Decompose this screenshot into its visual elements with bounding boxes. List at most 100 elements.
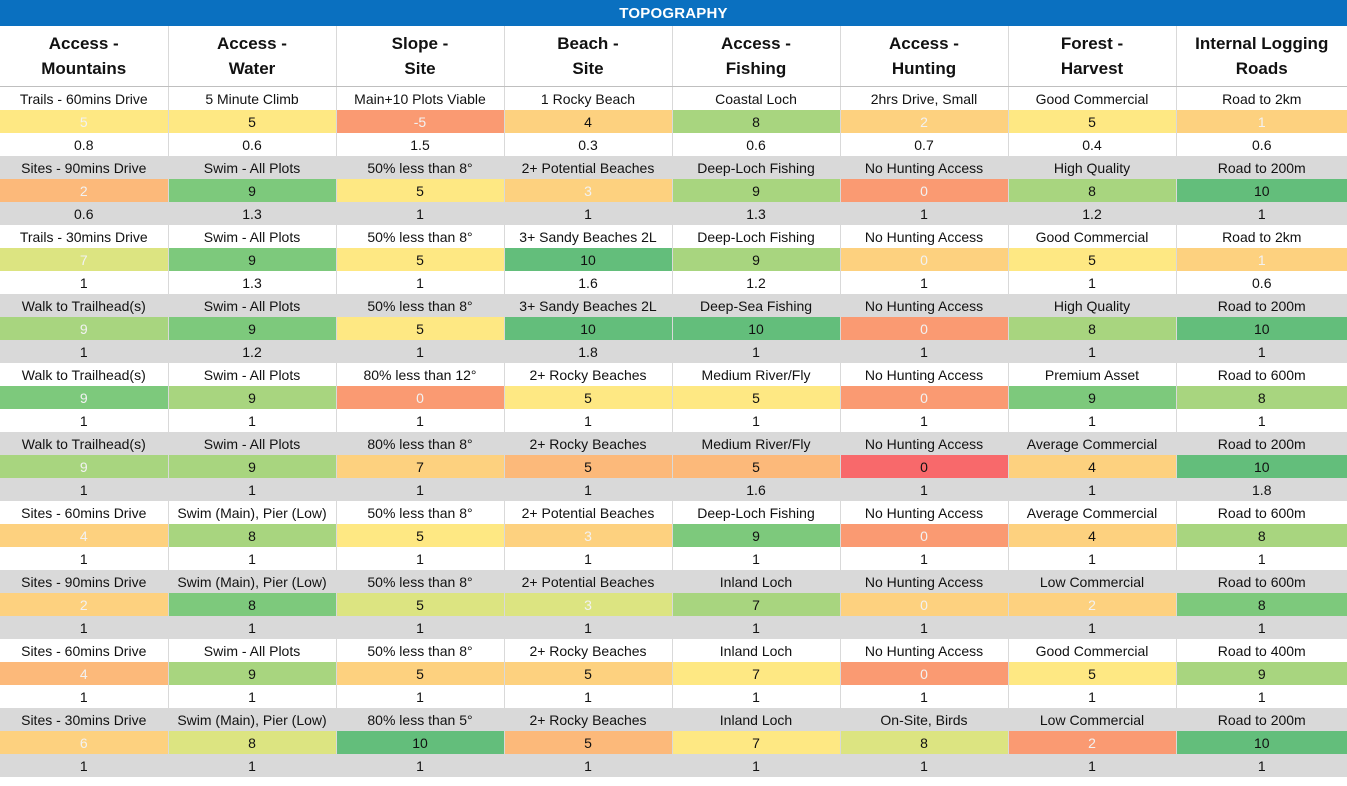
description-cell[interactable]: 2+ Potential Beaches — [503, 156, 672, 179]
multiplier-cell[interactable]: 1 — [1007, 340, 1176, 363]
score-cell[interactable]: 8 — [167, 524, 336, 547]
score-cell[interactable]: 4 — [0, 524, 168, 547]
score-cell[interactable]: 4 — [1007, 455, 1176, 478]
description-cell[interactable]: Swim - All Plots — [167, 639, 336, 662]
description-cell[interactable]: Good Commercial — [1007, 639, 1176, 662]
description-cell[interactable]: 5 Minute Climb — [167, 86, 336, 110]
multiplier-cell[interactable]: 1 — [335, 547, 504, 570]
multiplier-cell[interactable]: 1 — [1175, 340, 1347, 363]
score-cell[interactable]: 10 — [503, 317, 672, 340]
multiplier-cell[interactable]: 0.4 — [1007, 133, 1176, 156]
score-cell[interactable]: 1 — [1175, 248, 1347, 271]
multiplier-cell[interactable]: 1.8 — [1175, 478, 1347, 501]
multiplier-cell[interactable]: 1 — [839, 202, 1008, 225]
description-cell[interactable]: 2+ Rocky Beaches — [503, 432, 672, 455]
description-cell[interactable]: Sites - 60mins Drive — [0, 501, 168, 524]
description-cell[interactable]: 80% less than 5° — [335, 708, 504, 731]
multiplier-cell[interactable]: 1 — [503, 202, 672, 225]
description-cell[interactable]: Sites - 90mins Drive — [0, 156, 168, 179]
score-cell[interactable]: 8 — [167, 593, 336, 616]
description-cell[interactable]: Low Commercial — [1007, 570, 1176, 593]
score-cell[interactable]: 5 — [335, 524, 504, 547]
score-cell[interactable]: 10 — [1175, 731, 1347, 754]
description-cell[interactable]: Swim - All Plots — [167, 363, 336, 386]
multiplier-cell[interactable]: 1 — [503, 409, 672, 432]
score-cell[interactable]: 4 — [503, 110, 672, 133]
description-cell[interactable]: Good Commercial — [1007, 86, 1176, 110]
multiplier-cell[interactable]: 0.6 — [671, 133, 840, 156]
score-cell[interactable]: 5 — [335, 317, 504, 340]
score-cell[interactable]: 9 — [167, 662, 336, 685]
description-cell[interactable]: Road to 2km — [1175, 225, 1347, 248]
multiplier-cell[interactable]: 1 — [335, 754, 504, 777]
multiplier-cell[interactable]: 0.7 — [839, 133, 1008, 156]
multiplier-cell[interactable]: 1 — [1175, 616, 1347, 639]
multiplier-cell[interactable]: 1 — [503, 754, 672, 777]
multiplier-cell[interactable]: 0.6 — [1175, 271, 1347, 294]
description-cell[interactable]: Road to 200m — [1175, 294, 1347, 317]
multiplier-cell[interactable]: 1.8 — [503, 340, 672, 363]
multiplier-cell[interactable]: 1 — [1007, 547, 1176, 570]
score-cell[interactable]: 8 — [671, 110, 840, 133]
description-cell[interactable]: Main+10 Plots Viable — [335, 86, 504, 110]
score-cell[interactable]: 5 — [335, 662, 504, 685]
multiplier-cell[interactable]: 1.3 — [167, 271, 336, 294]
score-cell[interactable]: 9 — [1007, 386, 1176, 409]
description-cell[interactable]: Good Commercial — [1007, 225, 1176, 248]
score-cell[interactable]: 2 — [0, 593, 168, 616]
description-cell[interactable]: No Hunting Access — [839, 363, 1008, 386]
description-cell[interactable]: Low Commercial — [1007, 708, 1176, 731]
multiplier-cell[interactable]: 1 — [1175, 202, 1347, 225]
multiplier-cell[interactable]: 1.2 — [1007, 202, 1176, 225]
multiplier-cell[interactable]: 1 — [1007, 409, 1176, 432]
multiplier-cell[interactable]: 1 — [0, 754, 168, 777]
multiplier-cell[interactable]: 1 — [1007, 685, 1176, 708]
description-cell[interactable]: Swim - All Plots — [167, 294, 336, 317]
multiplier-cell[interactable]: 1 — [335, 478, 504, 501]
description-cell[interactable]: Swim (Main), Pier (Low) — [167, 708, 336, 731]
description-cell[interactable]: 1 Rocky Beach — [503, 86, 672, 110]
score-cell[interactable]: 8 — [839, 731, 1008, 754]
score-cell[interactable]: 5 — [335, 593, 504, 616]
description-cell[interactable]: 50% less than 8° — [335, 639, 504, 662]
score-cell[interactable]: 5 — [1007, 110, 1176, 133]
column-header[interactable]: Beach - Site — [503, 26, 672, 87]
multiplier-cell[interactable]: 1 — [503, 547, 672, 570]
multiplier-cell[interactable]: 1.6 — [503, 271, 672, 294]
score-cell[interactable]: 5 — [1007, 248, 1176, 271]
column-header[interactable]: Internal Logging Roads — [1175, 26, 1347, 87]
description-cell[interactable]: Road to 600m — [1175, 570, 1347, 593]
multiplier-cell[interactable]: 1 — [839, 685, 1008, 708]
score-cell[interactable]: 9 — [167, 455, 336, 478]
score-cell[interactable]: 5 — [503, 662, 672, 685]
description-cell[interactable]: 2+ Rocky Beaches — [503, 363, 672, 386]
description-cell[interactable]: Deep-Loch Fishing — [671, 156, 840, 179]
description-cell[interactable]: 2+ Potential Beaches — [503, 570, 672, 593]
score-cell[interactable]: 2 — [1007, 593, 1176, 616]
description-cell[interactable]: Medium River/Fly — [671, 432, 840, 455]
score-cell[interactable]: 2 — [1007, 731, 1176, 754]
description-cell[interactable]: Trails - 60mins Drive — [0, 86, 168, 110]
description-cell[interactable]: Swim - All Plots — [167, 432, 336, 455]
description-cell[interactable]: 80% less than 12° — [335, 363, 504, 386]
description-cell[interactable]: Deep-Sea Fishing — [671, 294, 840, 317]
score-cell[interactable]: 7 — [671, 662, 840, 685]
score-cell[interactable]: 2 — [0, 179, 168, 202]
description-cell[interactable]: Walk to Trailhead(s) — [0, 294, 168, 317]
score-cell[interactable]: 9 — [671, 179, 840, 202]
score-cell[interactable]: 5 — [0, 110, 168, 133]
description-cell[interactable]: Inland Loch — [671, 639, 840, 662]
multiplier-cell[interactable]: 1 — [1175, 409, 1347, 432]
multiplier-cell[interactable]: 1 — [1175, 547, 1347, 570]
score-cell[interactable]: 0 — [335, 386, 504, 409]
description-cell[interactable]: 50% less than 8° — [335, 501, 504, 524]
multiplier-cell[interactable]: 1 — [839, 547, 1008, 570]
multiplier-cell[interactable]: 1 — [335, 271, 504, 294]
multiplier-cell[interactable]: 1 — [671, 616, 840, 639]
score-cell[interactable]: 3 — [503, 179, 672, 202]
description-cell[interactable]: Inland Loch — [671, 570, 840, 593]
score-cell[interactable]: 9 — [0, 455, 168, 478]
score-cell[interactable]: 9 — [0, 386, 168, 409]
score-cell[interactable]: 9 — [671, 524, 840, 547]
score-cell[interactable]: 5 — [503, 386, 672, 409]
